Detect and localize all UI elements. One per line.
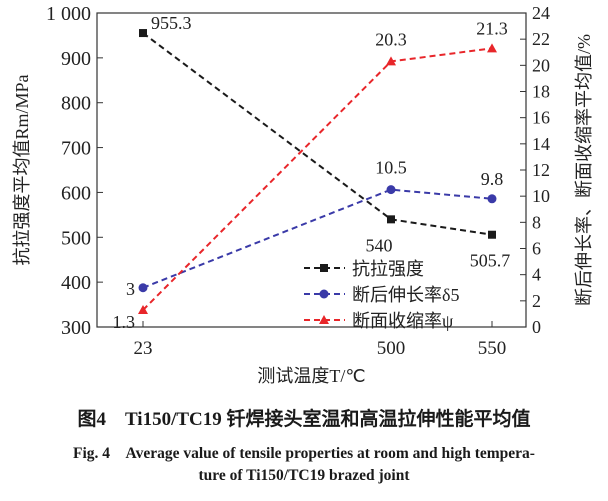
y-left-tick-label: 800 xyxy=(61,93,91,115)
data-label: 1.3 xyxy=(113,312,136,332)
data-label: 955.3 xyxy=(151,13,192,33)
y-left-tick-label: 600 xyxy=(61,182,91,204)
data-point xyxy=(487,43,497,53)
x-tick-label: 500 xyxy=(377,338,406,359)
data-label: 3 xyxy=(126,279,135,299)
y-left-tick-label: 1 000 xyxy=(46,3,91,25)
y-right-tick-label: 24 xyxy=(532,3,550,23)
legend-marker xyxy=(320,264,328,272)
y-left-tick-label: 900 xyxy=(61,48,91,70)
y-right-tick-label: 18 xyxy=(532,82,550,102)
y-right-tick-label: 4 xyxy=(532,265,541,285)
plot-frame xyxy=(96,12,527,328)
y-right-tick-label: 6 xyxy=(532,239,541,259)
y-left-axis-label: 抗拉强度平均值Rm/MPa xyxy=(12,74,32,265)
data-label: 10.5 xyxy=(375,158,407,178)
y-right-tick-label: 20 xyxy=(532,55,550,75)
y-right-tick-label: 0 xyxy=(532,317,541,337)
y-right-tick-label: 22 xyxy=(532,29,550,49)
y-right-tick-label: 16 xyxy=(532,108,550,128)
y-right-tick-label: 10 xyxy=(532,186,550,206)
x-axis-label: 测试温度T/℃ xyxy=(257,366,365,386)
x-tick-label: 23 xyxy=(134,338,153,359)
series-line xyxy=(142,188,493,289)
y-left-tick-label: 400 xyxy=(61,272,91,294)
data-label: 505.7 xyxy=(470,251,511,271)
data-label: 9.8 xyxy=(481,169,504,189)
y-right-tick-label: 12 xyxy=(532,160,550,180)
data-point xyxy=(487,194,497,204)
series-line xyxy=(142,47,493,311)
data-point xyxy=(138,304,148,314)
data-label: 20.3 xyxy=(375,29,407,49)
legend-marker xyxy=(319,315,329,324)
data-point xyxy=(387,215,395,224)
data-point xyxy=(138,283,148,293)
legend-marker xyxy=(319,289,329,299)
y-right-tick-label: 2 xyxy=(532,291,541,311)
y-left-tick-label: 300 xyxy=(61,317,91,339)
legend-label: 断面收缩率ψ xyxy=(352,311,454,331)
x-tick-label: 550 xyxy=(478,338,507,359)
y-right-tick-label: 8 xyxy=(532,212,541,232)
caption-en-line2: ture of Ti150/TC19 brazed joint xyxy=(198,467,410,484)
data-label: 540 xyxy=(366,235,393,255)
y-left-tick-label: 500 xyxy=(61,227,91,249)
series-line xyxy=(142,32,493,236)
legend-label: 抗拉强度 xyxy=(352,259,424,279)
y-right-tick-label: 14 xyxy=(532,134,550,154)
data-point xyxy=(139,29,147,38)
caption-en-line1: Fig. 4 Average value of tensile properti… xyxy=(73,445,535,462)
caption-cn: 图4 Ti150/TC19 钎焊接头室温和高温拉伸性能平均值 xyxy=(77,409,531,430)
data-point xyxy=(488,230,496,239)
y-right-axis-label: 断后伸长率、断面收缩率平均值/% xyxy=(574,34,594,306)
y-left-tick-label: 700 xyxy=(61,138,91,160)
data-point xyxy=(386,185,396,195)
legend-label: 断后伸长率δ5 xyxy=(352,285,459,305)
data-point xyxy=(386,56,396,66)
data-label: 21.3 xyxy=(476,18,508,38)
